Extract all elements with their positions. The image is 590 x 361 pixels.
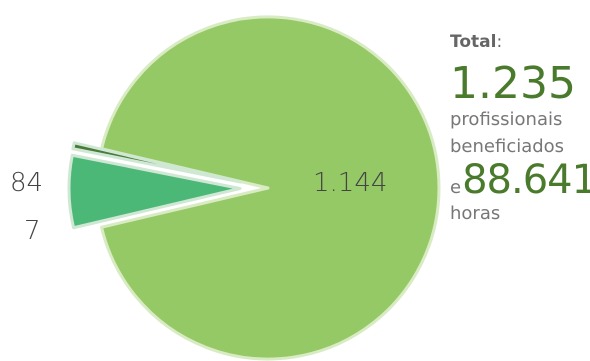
total-line-2: beneficiados <box>450 136 565 157</box>
slice-label-84: 84 <box>10 168 44 198</box>
total-count: 1.235 <box>450 58 576 109</box>
total-line-1: profissionais <box>450 109 563 130</box>
pie-slice-1 <box>67 153 242 230</box>
total-summary: Total: 1.235 profissionais beneficiados … <box>450 32 590 227</box>
total-conjunction: e <box>450 177 462 198</box>
slice-label-main: 1.144 <box>313 168 388 198</box>
slice-label-7: 7 <box>24 216 41 246</box>
total-heading: Total: <box>450 32 503 52</box>
pie-slice-0 <box>100 15 441 361</box>
total-hours-row: e 88.641 <box>450 160 590 200</box>
total-hours: 88.641 <box>462 157 590 203</box>
total-hours-label: horas <box>450 203 501 224</box>
pie-slice-2 <box>71 141 243 184</box>
